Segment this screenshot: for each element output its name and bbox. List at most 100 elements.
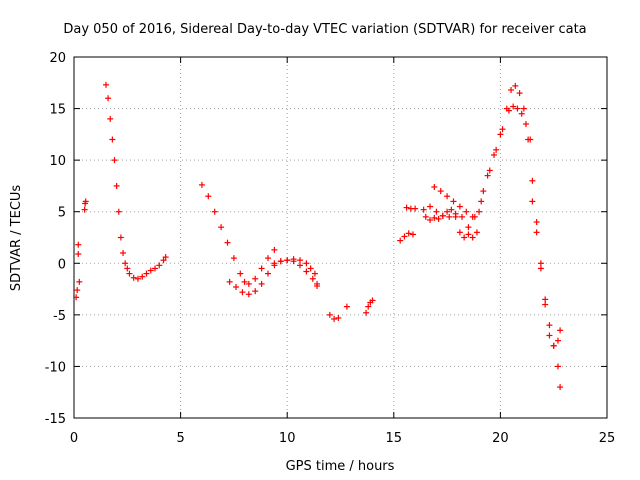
data-point [284,257,291,264]
data-point [420,206,427,213]
data-point [557,327,564,334]
y-tick-label: -5 [53,309,66,324]
data-point [75,241,82,248]
data-point [76,278,83,285]
data-point [465,231,472,238]
data-point [435,215,442,222]
data-point [245,291,252,298]
data-point [422,213,429,220]
data-point [497,131,504,138]
data-point [160,257,167,264]
grid-lines [74,57,607,418]
x-tick-label: 15 [386,431,403,446]
data-point [448,206,455,213]
data-point [309,275,316,282]
data-point [130,274,137,281]
data-point [326,311,333,318]
y-tick-label: 5 [58,206,66,221]
data-point [139,273,146,280]
data-point [117,234,124,241]
data-point [271,260,278,267]
data-point [469,234,476,241]
data-point [331,315,338,322]
data-point [503,105,510,112]
data-point [237,270,244,277]
y-tick-label: -10 [45,360,66,375]
data-point [241,278,248,285]
data-point [73,294,80,301]
y-tick-label: 20 [49,51,66,66]
plot-frame [73,56,608,419]
data-point [409,231,416,238]
data-point [486,167,493,174]
data-point [480,188,487,195]
data-point [211,208,218,215]
y-tick-label: -15 [45,412,66,427]
data-point [147,267,154,274]
data-point [484,172,491,179]
data-point [218,224,225,231]
data-point [461,234,468,241]
data-point [124,265,131,272]
data-point [427,216,434,223]
data-point [271,246,278,253]
data-point [303,260,310,267]
data-point [314,282,321,289]
data-point [533,229,540,236]
data-point [303,268,310,275]
data-point [156,262,163,269]
data-point [452,210,459,217]
data-point [465,224,472,231]
data-point [427,203,434,210]
data-point [516,90,523,97]
data-point [529,177,536,184]
data-point [525,136,532,143]
x-tick-label: 5 [176,431,184,446]
data-point [542,296,549,303]
data-point [162,254,169,261]
data-point [290,256,297,263]
data-point [307,265,314,272]
data-point [109,136,116,143]
data-point [230,255,237,262]
data-point [412,205,419,212]
data-point [401,233,408,240]
data-point [510,103,517,110]
data-point [554,363,561,370]
data-point [198,181,205,188]
x-tick-label: 10 [279,431,296,446]
chart-title: Day 050 of 2016, Sidereal Day-to-day VTE… [63,22,586,37]
data-point [113,182,120,189]
data-point [296,262,303,269]
data-point [431,183,438,190]
data-point [134,275,141,282]
data-point [111,157,118,164]
data-point [522,121,529,128]
data-point [335,314,342,321]
data-point [365,303,372,310]
data-point [258,280,265,287]
data-point [343,303,350,310]
data-point [554,337,561,344]
data-point [224,239,231,246]
data-point [205,193,212,200]
data-point [508,87,515,94]
data-point [529,198,536,205]
data-point [433,208,440,215]
data-point [478,198,485,205]
data-point [450,198,457,205]
data-point [152,265,159,272]
data-point [82,198,89,205]
data-point [226,278,233,285]
data-point [75,251,82,258]
data-point [473,229,480,236]
data-point [120,249,127,256]
data-point [493,146,500,153]
data-point [444,208,451,215]
data-point [546,332,553,339]
data-point [403,204,410,211]
data-point [81,206,88,213]
data-point [499,126,506,133]
